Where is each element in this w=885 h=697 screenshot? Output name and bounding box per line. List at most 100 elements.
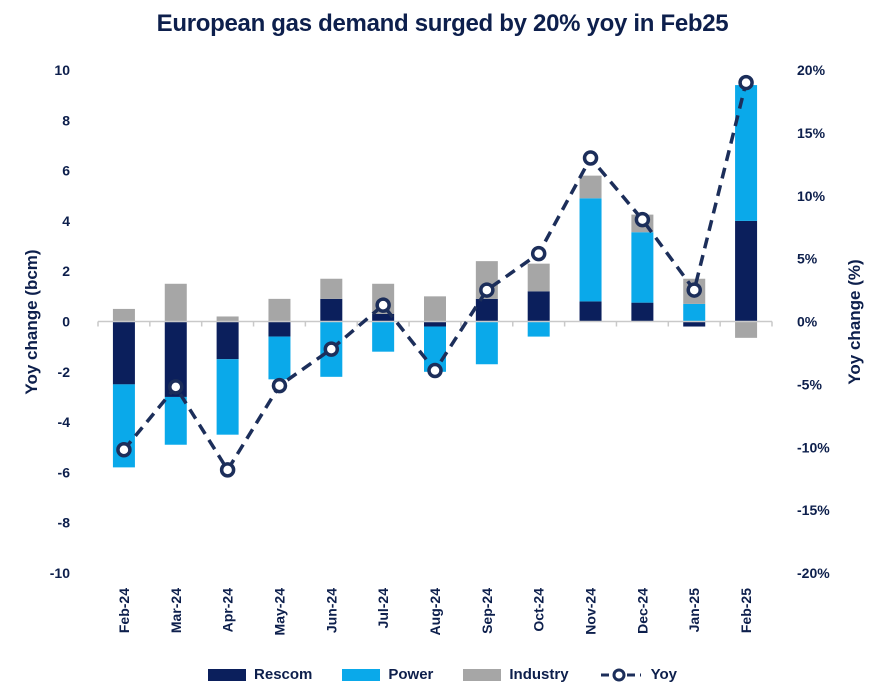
bar-rescom-mar-24	[164, 321, 187, 397]
x-tick-label: Feb-25	[738, 588, 754, 633]
y2-tick-label: 20%	[797, 62, 826, 78]
y-tick-label: 6	[62, 163, 70, 179]
bar-rescom-feb-25	[735, 220, 758, 322]
legend-label-power: Power	[388, 666, 434, 683]
bar-rescom-jan-25	[683, 321, 706, 327]
bar-rescom-jun-24	[320, 298, 343, 322]
x-tick-label: Mar-24	[168, 588, 184, 633]
x-tick-label: Jul-24	[375, 588, 391, 629]
bar-rescom-apr-24	[216, 321, 239, 360]
bar-rescom-may-24	[268, 321, 291, 337]
legend-item-industry: Industry	[463, 666, 569, 683]
zero-axis	[97, 320, 773, 327]
legend-label-yoy: Yoy	[650, 666, 677, 683]
legend-swatch-power	[342, 668, 381, 681]
y-tick-label: 2	[62, 263, 70, 279]
yoy-point-jan-25	[686, 282, 702, 298]
bar-rescom-feb-24	[112, 321, 135, 385]
bar-industry-jun-24	[320, 278, 343, 299]
x-tick-label: Apr-24	[220, 588, 236, 633]
y-tick-label: -4	[58, 414, 71, 430]
bar-rescom-dec-24	[631, 302, 654, 322]
bar-power-may-24	[268, 336, 291, 380]
bar-power-jan-25	[683, 303, 706, 322]
bar-rescom-sep-24	[475, 298, 498, 322]
legend-item-yoy: Yoy	[599, 666, 677, 683]
y-tick-label: 8	[62, 112, 70, 128]
bar-industry-mar-24	[164, 283, 187, 322]
y-tick-label: -2	[58, 364, 71, 380]
x-tick-label: Aug-24	[427, 588, 443, 636]
bar-power-feb-25	[735, 85, 758, 221]
yoy-point-mar-24	[168, 379, 184, 395]
x-tick-label: Oct-24	[531, 588, 547, 632]
yoy-line-layer	[116, 74, 754, 478]
x-tick-label: Nov-24	[583, 588, 599, 635]
x-tick-label: May-24	[271, 588, 287, 636]
y2-tick-label: 10%	[797, 188, 826, 204]
bar-rescom-oct-24	[527, 291, 550, 322]
x-tick-label: Dec-24	[634, 588, 650, 634]
chart-title: European gas demand surged by 20% yoy in…	[156, 10, 729, 37]
legend-item-rescom: Rescom	[208, 666, 312, 683]
yoy-point-jun-24	[323, 341, 340, 357]
bar-power-jul-24	[372, 321, 395, 352]
yoy-point-sep-24	[479, 282, 495, 298]
y-tick-label: 0	[62, 314, 70, 330]
y2-tick-label: -5%	[797, 376, 822, 392]
yoy-point-apr-24	[219, 462, 236, 478]
y2-tick-label: 0%	[797, 314, 818, 330]
x-tick-label: Feb-24	[116, 588, 132, 633]
y2-tick-label: 5%	[797, 251, 818, 267]
bar-industry-nov-24	[579, 175, 602, 199]
y2-tick-label: -20%	[797, 565, 830, 581]
y-tick-label: 4	[62, 213, 70, 229]
x-tick-label: Sep-24	[479, 588, 495, 634]
legend-swatch-rescom	[208, 668, 247, 681]
legend-item-power: Power	[342, 666, 433, 683]
x-tick-label: Jan-25	[686, 588, 702, 633]
bars-layer	[112, 85, 758, 468]
yoy-point-dec-24	[634, 211, 651, 228]
right-axis-ticks: 20% 15% 10% 5% 0% -5% -10% -15% -20%	[797, 62, 830, 581]
bar-rescom-aug-24	[424, 321, 446, 327]
bar-industry-oct-24	[527, 263, 550, 292]
bar-power-oct-24	[527, 321, 550, 337]
yoy-point-nov-24	[582, 150, 599, 166]
bar-industry-feb-24	[112, 308, 135, 322]
bar-industry-aug-24	[424, 296, 446, 322]
bar-industry-feb-25	[735, 321, 758, 338]
legend-label-rescom: Rescom	[254, 666, 313, 683]
yoy-point-jul-24	[375, 297, 391, 313]
bar-rescom-jul-24	[372, 313, 395, 322]
bar-industry-apr-24	[216, 316, 239, 322]
bar-rescom-nov-24	[579, 301, 602, 322]
yoy-point-may-24	[271, 377, 288, 394]
yoy-point-feb-24	[116, 442, 132, 458]
bar-power-dec-24	[631, 232, 654, 303]
left-axis-ticks: 10 8 6 4 2 0 -2 -4 -6 -8 -10	[50, 62, 70, 581]
y2-axis-title: Yoy change (%)	[845, 259, 864, 384]
legend-label-industry: Industry	[509, 666, 569, 683]
y-tick-label: -6	[58, 464, 71, 480]
bar-power-mar-24	[164, 396, 187, 445]
y-tick-label: -8	[58, 515, 71, 531]
y-axis-title: Yoy change (bcm)	[22, 249, 41, 394]
yoy-point-feb-25	[738, 74, 754, 91]
y2-tick-label: 15%	[797, 125, 826, 141]
y-tick-label: -10	[50, 565, 70, 581]
bar-power-apr-24	[216, 359, 239, 435]
x-tick-label: Jun-24	[323, 588, 339, 633]
bar-power-nov-24	[579, 198, 602, 302]
legend-swatch-industry	[463, 668, 502, 681]
legend: Rescom Power Industry Yoy	[0, 666, 885, 683]
bar-power-sep-24	[475, 321, 498, 365]
yoy-point-oct-24	[530, 245, 547, 262]
y-tick-label: 10	[54, 62, 70, 78]
yoy-point-aug-24	[427, 362, 443, 379]
bar-industry-may-24	[268, 298, 291, 322]
y2-tick-label: -15%	[797, 502, 830, 518]
legend-line-marker-icon	[600, 668, 641, 681]
x-axis-ticks: Feb-24 Mar-24 Apr-24 May-24 Jun-24 Jul-24 Aug-…	[116, 588, 754, 636]
